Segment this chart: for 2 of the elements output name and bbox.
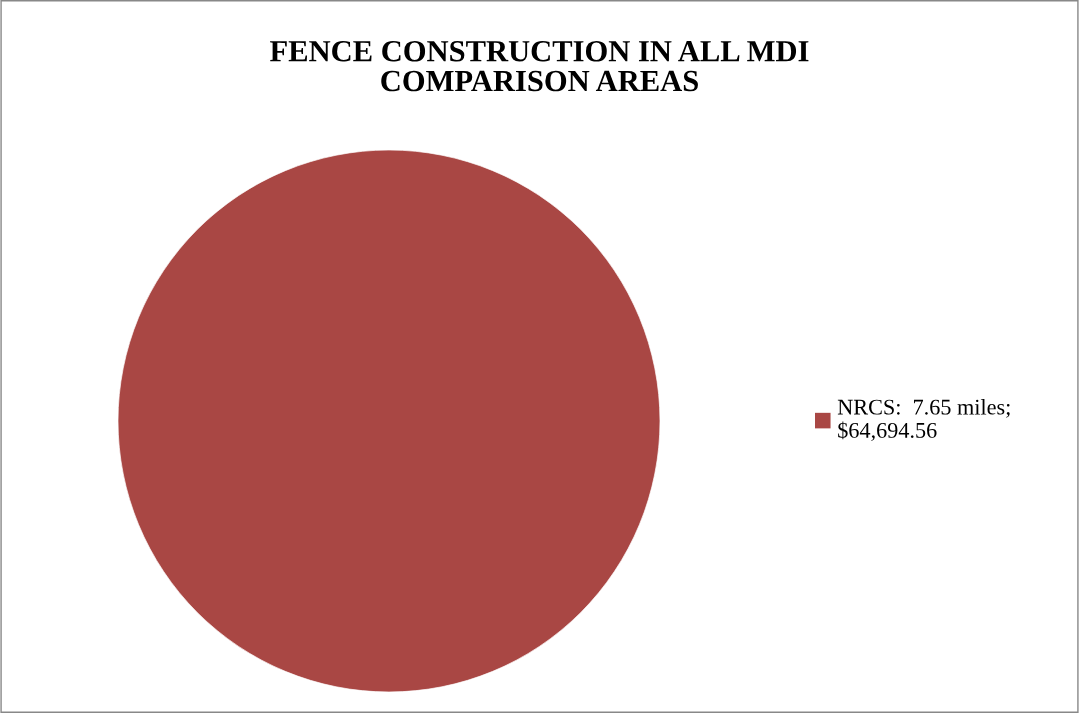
chart-title: FENCE CONSTRUCTION IN ALL MDI COMPARISON AREAS [270,40,809,92]
legend-label: NRCS: 7.65 miles; $64,694.56 [837,398,1010,442]
